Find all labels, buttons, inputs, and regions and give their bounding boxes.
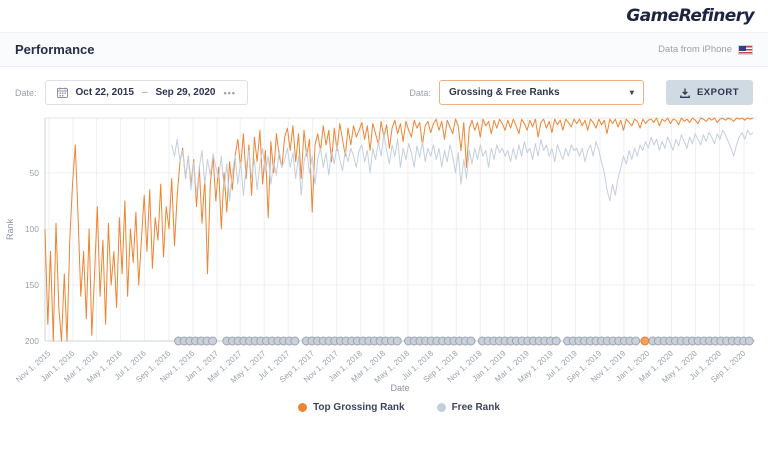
date-range-more-icon[interactable]: ••• bbox=[223, 87, 236, 98]
version-update-marker[interactable] bbox=[631, 336, 641, 346]
page-header: Performance Data from iPhone bbox=[0, 32, 768, 67]
data-select-value: Grossing & Free Ranks bbox=[448, 87, 560, 98]
top-bar: GameRefinery bbox=[0, 0, 768, 32]
legend-label-free-rank: Free Rank bbox=[451, 402, 500, 413]
export-button-label: EXPORT bbox=[696, 87, 739, 98]
data-source-label: Data from iPhone bbox=[658, 44, 732, 55]
y-tick-label: 200 bbox=[25, 336, 39, 346]
series-top-grossing-rank bbox=[44, 117, 754, 342]
legend-dot-top-grossing-rank bbox=[298, 403, 308, 412]
legend-dot-free-rank bbox=[436, 403, 446, 412]
version-update-marker[interactable] bbox=[392, 336, 402, 346]
date-range-start: Oct 22, 2015 bbox=[75, 87, 134, 98]
date-range-separator: – bbox=[141, 87, 148, 98]
date-label: Date: bbox=[15, 87, 37, 98]
data-source-note: Data from iPhone bbox=[658, 44, 753, 55]
legend-item-free-rank[interactable]: Free Rank bbox=[436, 402, 500, 413]
export-button[interactable]: EXPORT bbox=[665, 80, 753, 105]
legend-item-top-grossing-rank[interactable]: Top Grossing Rank bbox=[298, 402, 405, 413]
calendar-icon bbox=[56, 87, 68, 98]
version-update-marker[interactable] bbox=[466, 336, 476, 346]
legend-label-top-grossing-rank: Top Grossing Rank bbox=[313, 402, 405, 413]
x-axis-title: Date bbox=[390, 383, 409, 393]
version-update-marker[interactable] bbox=[208, 336, 218, 346]
data-select-label: Data: bbox=[409, 87, 431, 98]
y-axis-title: Rank bbox=[5, 218, 15, 240]
y-tick-label: 50 bbox=[30, 168, 40, 178]
date-range-picker[interactable]: Oct 22, 2015 – Sep 29, 2020 ••• bbox=[44, 80, 248, 105]
filter-toolbar: Date: Oct 22, 2015 – Sep 29, 2020 ••• Da… bbox=[0, 67, 768, 108]
chevron-down-icon: ▾ bbox=[629, 88, 634, 97]
version-update-marker[interactable] bbox=[290, 336, 300, 346]
page-title: Performance bbox=[15, 42, 95, 57]
performance-chart: Nov 1, 2015 Jan 1, 2016 Mar 1, 2016 May 1, … bbox=[0, 108, 768, 400]
data-select[interactable]: Grossing & Free Ranks ▾ bbox=[438, 80, 644, 105]
date-range-end: Sep 29, 2020 bbox=[155, 87, 216, 98]
series-free-rank bbox=[171, 129, 754, 202]
download-icon bbox=[680, 88, 690, 98]
y-tick-label: 150 bbox=[25, 280, 39, 290]
gamerefinery-logo[interactable]: GameRefinery bbox=[626, 6, 754, 26]
y-tick-label: 100 bbox=[25, 224, 39, 234]
us-flag-icon bbox=[738, 44, 753, 55]
chart-legend: Top Grossing Rank Free Rank bbox=[0, 400, 768, 421]
version-update-marker-highlighted[interactable] bbox=[640, 336, 650, 346]
version-update-marker[interactable] bbox=[744, 336, 754, 346]
version-update-marker[interactable] bbox=[551, 336, 561, 346]
